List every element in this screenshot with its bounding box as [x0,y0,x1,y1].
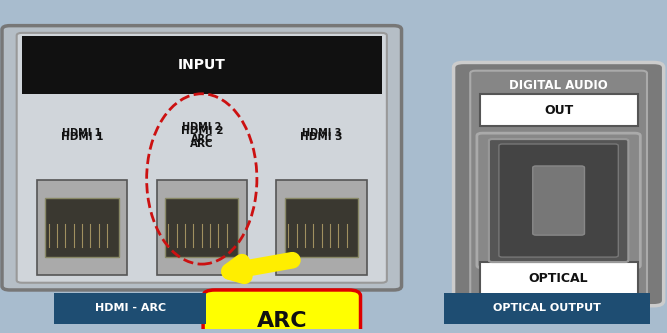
FancyBboxPatch shape [17,33,387,283]
Text: HDMI - ARC: HDMI - ARC [95,303,165,313]
FancyBboxPatch shape [444,293,650,323]
FancyBboxPatch shape [477,133,640,268]
FancyBboxPatch shape [489,139,628,262]
FancyBboxPatch shape [285,197,358,256]
Text: HDMI 2
ARC: HDMI 2 ARC [182,122,221,144]
FancyBboxPatch shape [54,293,206,323]
Text: HDMI 3: HDMI 3 [302,128,342,138]
FancyBboxPatch shape [480,262,638,295]
Text: OPTICAL: OPTICAL [529,272,588,285]
Text: HDMI 2
ARC: HDMI 2 ARC [181,126,223,149]
FancyBboxPatch shape [37,179,127,274]
FancyBboxPatch shape [480,94,638,126]
FancyBboxPatch shape [499,144,618,257]
FancyBboxPatch shape [45,197,119,256]
Text: OUT: OUT [544,104,573,117]
FancyBboxPatch shape [454,63,664,306]
FancyBboxPatch shape [533,166,584,235]
Text: HDMI 3: HDMI 3 [300,133,343,143]
FancyBboxPatch shape [2,26,402,290]
FancyBboxPatch shape [157,179,247,274]
Text: DIGITAL AUDIO: DIGITAL AUDIO [509,79,608,92]
FancyBboxPatch shape [203,290,360,333]
Text: ARC: ARC [257,311,307,331]
Bar [22,36,382,94]
FancyBboxPatch shape [470,71,647,298]
FancyBboxPatch shape [165,197,239,256]
Text: OPTICAL OUTPUT: OPTICAL OUTPUT [493,303,601,313]
FancyBboxPatch shape [276,179,367,274]
Text: HDMI 1: HDMI 1 [61,133,103,143]
Text: INPUT: INPUT [178,58,225,72]
Text: HDMI 1: HDMI 1 [62,128,101,138]
